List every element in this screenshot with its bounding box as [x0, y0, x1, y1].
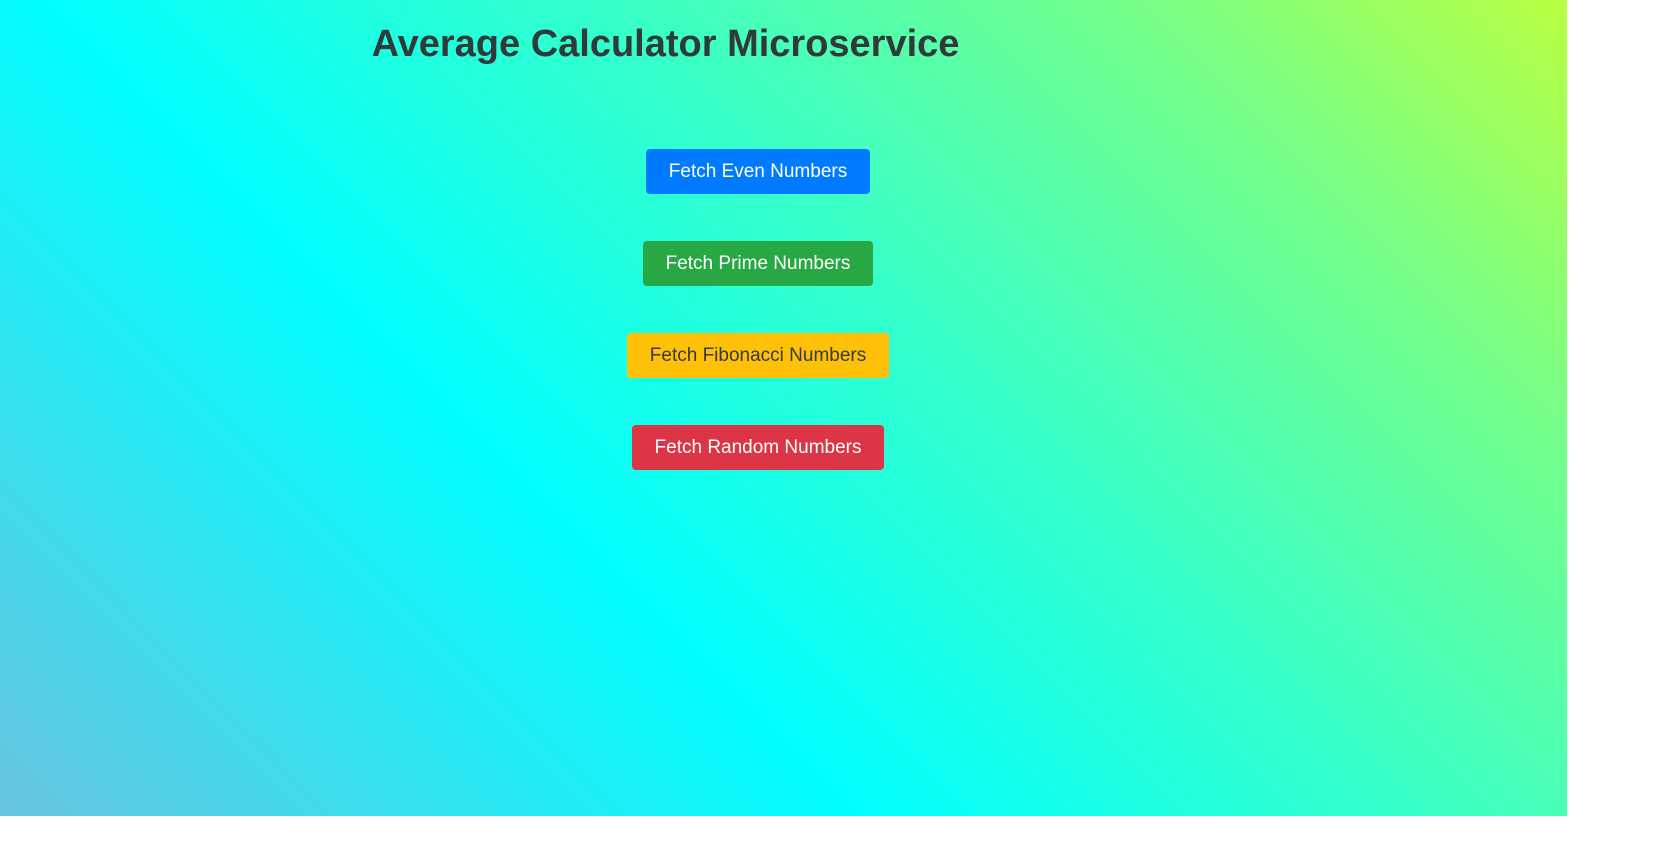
fetch-even-numbers-button[interactable]: Fetch Even Numbers [645, 149, 871, 194]
button-group: Fetch Even Numbers Fetch Prime Numbers F… [0, 149, 1516, 517]
fetch-fibonacci-numbers-button[interactable]: Fetch Fibonacci Numbers [626, 333, 890, 378]
page-background: Average Calculator Microservice Fetch Ev… [0, 0, 1567, 816]
fetch-prime-numbers-button[interactable]: Fetch Prime Numbers [642, 241, 874, 286]
page-title: Average Calculator Microservice [371, 23, 960, 65]
fetch-random-numbers-button[interactable]: Fetch Random Numbers [631, 425, 885, 470]
